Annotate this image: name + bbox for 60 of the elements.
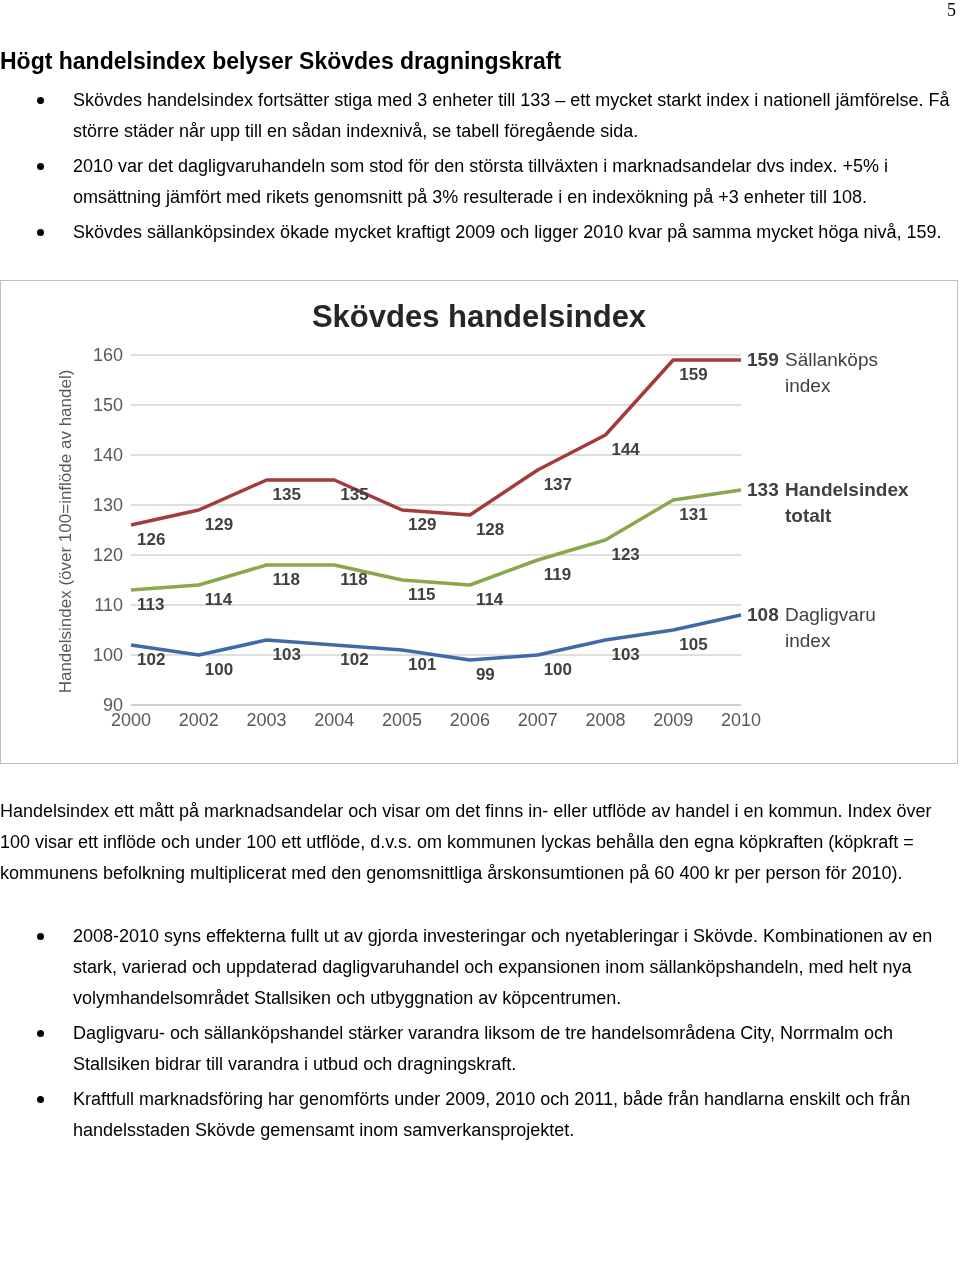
data-label: 159 xyxy=(679,365,708,384)
data-label: 119 xyxy=(543,565,572,584)
text: Kraftfull marknadsföring har genomförts under 2009, 2010 och 2011, både från handlarna enskilt och från handelsstaden Skövde gemensamt inom samverkansprojektet. xyxy=(73,1088,912,1142)
data-label: 135 xyxy=(272,485,301,504)
text: Högt handelsindex belyser Skövdes dragningskraft xyxy=(0,47,563,76)
data-label: 114 xyxy=(475,590,504,609)
text: Handelsindex totalt xyxy=(785,479,909,526)
data-label: 128 xyxy=(475,520,505,539)
data-label: 131 xyxy=(679,505,708,524)
y-tick-label: 120 xyxy=(92,545,123,566)
text: Skövdes handelsindex fortsätter stiga med 3 enheter till 133 – ett mycket starkt index i nationell jämförelse. Få större städer når upp till en sådan indexnivå, se tabell föregående sida. xyxy=(73,89,951,143)
x-tick-label: 2005 xyxy=(382,709,423,730)
data-label: 100 xyxy=(543,660,573,679)
chart-title: Skövdes handelsindex xyxy=(310,299,648,335)
data-label: 114 xyxy=(204,590,233,609)
y-axis-title: Handelsindex (över 100=inflöde av handel) xyxy=(55,369,77,693)
y-tick-label: 100 xyxy=(92,645,123,666)
data-label: 101 xyxy=(408,655,437,674)
data-label: 103 xyxy=(272,645,301,664)
text: Handelsindex ett mått på marknadsandelar och visar om det finns in- eller utflöde av handel i en kommun. Index över 100 visar ett inflöde och under 100 ett utflöde, d.v.s. om kommunen lyckas behålla den egna köpkraften (köpkraft = kommunens befolkning multiplicerat med den genomsnittliga årskonsumtionen på 60 400 kr per person för 2010). xyxy=(0,800,933,885)
data-label: 105 xyxy=(679,635,708,654)
data-label: 129 xyxy=(408,515,437,534)
data-label: 102 xyxy=(137,650,166,669)
data-label: 159 xyxy=(747,349,779,370)
text: Sällanköps index xyxy=(785,349,878,396)
data-label: 137 xyxy=(543,475,573,494)
y-tick-label: 140 xyxy=(92,445,123,466)
data-label: 108 xyxy=(747,604,779,625)
x-tick-label: 2009 xyxy=(653,709,694,730)
x-tick-label: 2004 xyxy=(314,709,355,730)
data-label: 133 xyxy=(747,479,779,500)
data-label: 99 xyxy=(475,665,495,684)
text: Dagligvaru- och sällanköpshandel stärker varandra liksom de tre handelsområdena City, Norrmalm och Stallsiken bidrar till varandra i utbud och dragningskraft. xyxy=(73,1022,895,1076)
data-label: 126 xyxy=(137,530,166,549)
y-tick-label: 110 xyxy=(94,595,123,616)
x-tick-label: 2008 xyxy=(585,709,626,730)
data-label: 115 xyxy=(408,585,436,604)
x-tick-label: 2007 xyxy=(517,709,558,730)
data-label: 103 xyxy=(611,645,640,664)
x-tick-label: 2010 xyxy=(720,709,762,730)
text: Dagligvaru index xyxy=(785,604,876,651)
data-label: 144 xyxy=(611,440,641,459)
text: 5 xyxy=(946,0,957,20)
text: Skövdes sällanköpsindex ökade mycket kraftigt 2009 och ligger 2010 kvar på samma mycket höga nivå, 159. xyxy=(73,221,942,244)
data-label: 118 xyxy=(272,570,300,589)
y-tick-label: 130 xyxy=(92,495,123,516)
x-tick-label: 2006 xyxy=(449,709,490,730)
x-tick-label: 2003 xyxy=(246,709,287,730)
data-label: 102 xyxy=(340,650,369,669)
data-label: 135 xyxy=(340,485,369,504)
text: 2008-2010 syns effekterna fullt ut av gjorda investeringar och nyetableringar i Skövde. Kombinationen av en stark, varierad och uppdaterad dagligvaruhandel och expansionen inom sällanköpshandeln, med helt nya volymhandelsområdet Stallsiken och utbyggnation av köpcentrumen. xyxy=(73,925,934,1010)
data-label: 123 xyxy=(611,545,640,564)
text: 2010 var det dagligvaruhandeln som stod för den största tillväxten i marknadsandelar dvs index. +5% i omsättning jämfört med rikets genomsnitt på 3% resulterade i en indexökning på +3 enheter till 108. xyxy=(73,155,889,209)
data-label: 113 xyxy=(137,595,165,614)
x-tick-label: 2002 xyxy=(178,709,219,730)
data-label: 100 xyxy=(204,660,234,679)
data-label: 129 xyxy=(204,515,234,534)
y-tick-label: 150 xyxy=(92,395,123,416)
y-tick-label: 160 xyxy=(92,345,123,366)
data-label: 118 xyxy=(340,570,368,589)
